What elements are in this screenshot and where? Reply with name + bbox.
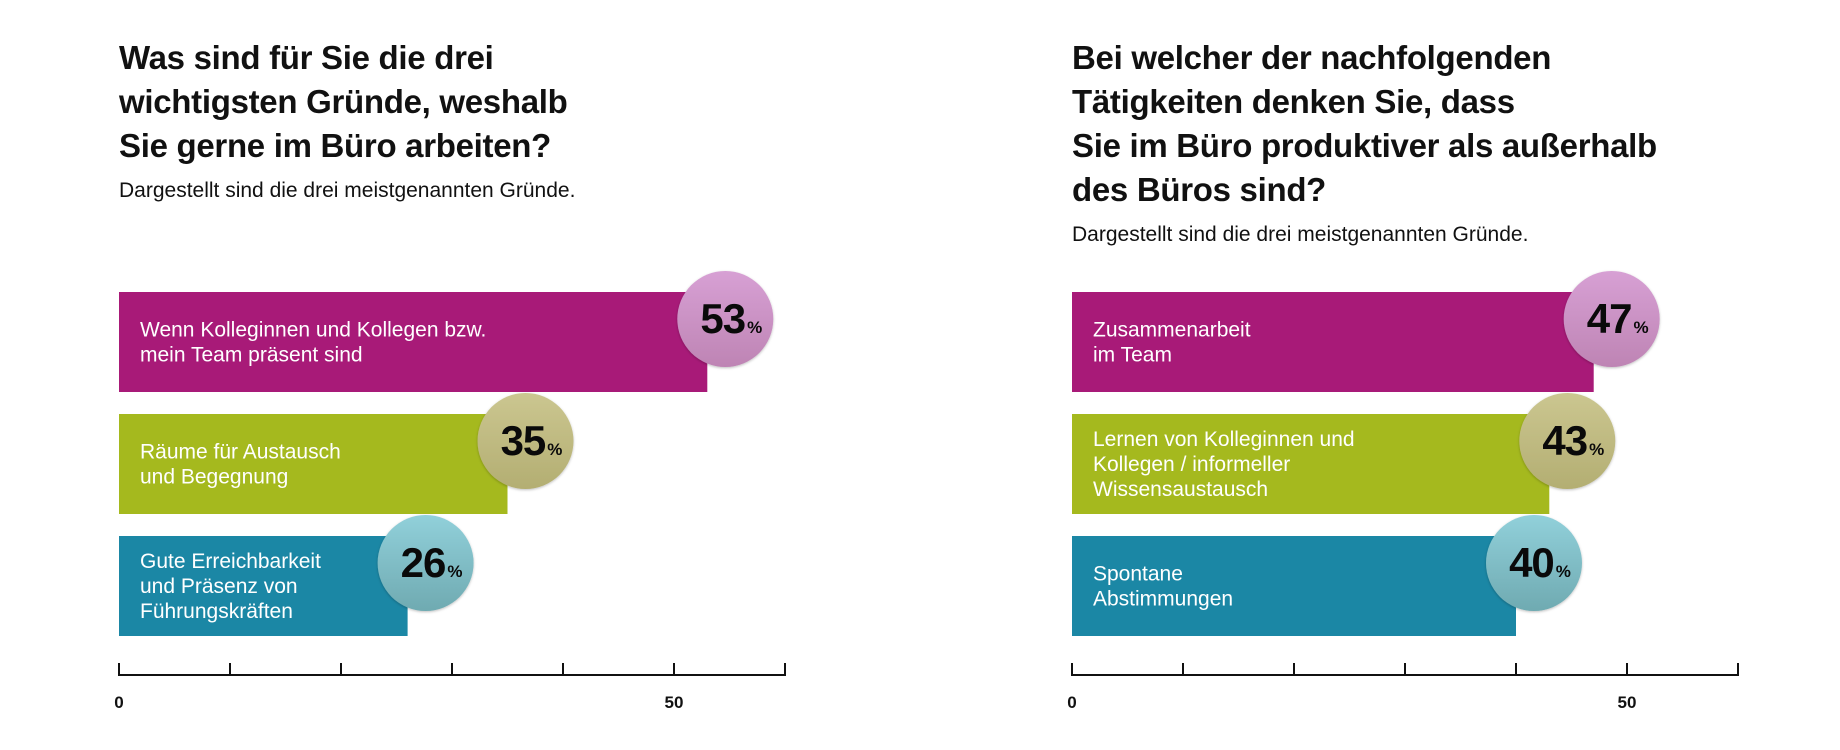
bar-label-line: Räume für Austausch	[140, 441, 341, 464]
x-tick-label: 50	[665, 693, 684, 712]
bar-label-line: im Team	[1093, 344, 1172, 367]
bar-label: Wenn Kolleginnen und Kollegen bzw. mein T…	[140, 319, 486, 367]
bar-label: Spontane Abstimmungen	[1093, 563, 1233, 611]
value-bubble	[1519, 393, 1616, 489]
bar-label-line: Wissensaustausch	[1093, 478, 1268, 501]
bar-label-line: Wenn Kolleginnen und Kollegen bzw.	[140, 319, 486, 342]
bar	[119, 414, 508, 514]
bar-label: Zusammenarbeit im Team	[1093, 319, 1251, 367]
data-label: 43%	[1542, 417, 1604, 464]
bar-group: Wenn Kolleginnen und Kollegen bzw. mein T…	[119, 271, 774, 392]
bar-label: Räume für Austausch und Begegnung	[140, 441, 341, 489]
x-tick-label: 0	[114, 693, 123, 712]
value-bubble	[677, 271, 774, 367]
bar-group: Spontane Abstimmungen 40%	[1072, 515, 1582, 636]
bar	[119, 536, 408, 636]
bar	[1072, 292, 1594, 392]
data-label-unit: %	[447, 562, 462, 581]
data-label-value: 43	[1542, 417, 1587, 464]
bar-label-line: und Präsenz von	[140, 575, 298, 598]
bar-label-line: Gute Erreichbarkeit	[140, 550, 321, 573]
value-bubble	[1486, 515, 1582, 611]
bar-label: Lernen von Kolleginnen und Kollegen / inf…	[1093, 428, 1355, 501]
bar-label-line: Zusammenarbeit	[1093, 319, 1251, 342]
data-label-unit: %	[1589, 440, 1604, 459]
bar-label-line: Führungskräften	[140, 600, 293, 623]
value-bubble	[477, 393, 574, 489]
data-label-unit: %	[547, 440, 562, 459]
chart-subtitle: Dargestellt sind die drei meistgenannten…	[119, 179, 576, 202]
value-bubble	[377, 515, 474, 611]
data-label-value: 40	[1509, 539, 1554, 586]
bar-label: Gute Erreichbarkeit und Präsenz von Führun…	[140, 550, 321, 623]
data-label-value: 47	[1587, 295, 1632, 342]
x-tick-label: 0	[1067, 693, 1076, 712]
chart-title: Was sind für Sie die drei wichtigsten Gr…	[119, 39, 568, 164]
bar-label-line: mein Team präsent sind	[140, 344, 363, 367]
x-axis: 0 50	[114, 663, 786, 712]
data-label: 26%	[401, 539, 463, 586]
x-axis: 0 50	[1067, 663, 1739, 712]
chart-subtitle: Dargestellt sind die drei meistgenannten…	[1072, 223, 1529, 246]
bar-label-line: Spontane	[1093, 563, 1183, 586]
bar	[1072, 414, 1550, 514]
bar-label-line: Lernen von Kolleginnen und	[1093, 428, 1355, 451]
bar-group: Zusammenarbeit im Team 47%	[1072, 271, 1660, 392]
data-label-unit: %	[1556, 562, 1571, 581]
bar-label-line: Abstimmungen	[1093, 588, 1233, 611]
data-label-value: 26	[401, 539, 446, 586]
bar-group: Lernen von Kolleginnen und Kollegen / inf…	[1072, 393, 1616, 514]
data-label: 53%	[700, 295, 762, 342]
chart-panel-office-reasons: Was sind für Sie die drei wichtigsten Gr…	[114, 0, 919, 750]
bar-label-line: und Begegnung	[140, 466, 288, 489]
bar	[119, 292, 708, 392]
value-bubble	[1563, 271, 1660, 367]
bar-group: Gute Erreichbarkeit und Präsenz von Führun…	[119, 515, 474, 636]
bar-chart-office-reasons: Wenn Kolleginnen und Kollegen bzw. mein T…	[114, 271, 786, 712]
data-label-unit: %	[747, 318, 762, 337]
chart-panel-productivity: Bei welcher der nachfolgenden Tätigkeite…	[1067, 0, 1840, 750]
bar	[1072, 536, 1516, 636]
data-label-value: 35	[501, 417, 546, 464]
x-tick-label: 50	[1618, 693, 1637, 712]
bar-group: Räume für Austausch und Begegnung 35%	[119, 393, 574, 514]
bar-label-line: Kollegen / informeller	[1093, 453, 1290, 476]
data-label-value: 53	[700, 295, 745, 342]
data-label: 35%	[501, 417, 563, 464]
data-label: 40%	[1509, 539, 1571, 586]
data-label: 47%	[1587, 295, 1649, 342]
data-label-unit: %	[1633, 318, 1648, 337]
chart-title: Bei welcher der nachfolgenden Tätigkeite…	[1072, 39, 1657, 208]
bar-chart-productivity: Zusammenarbeit im Team 47 % Lernen von Kolle…	[1067, 271, 1739, 712]
